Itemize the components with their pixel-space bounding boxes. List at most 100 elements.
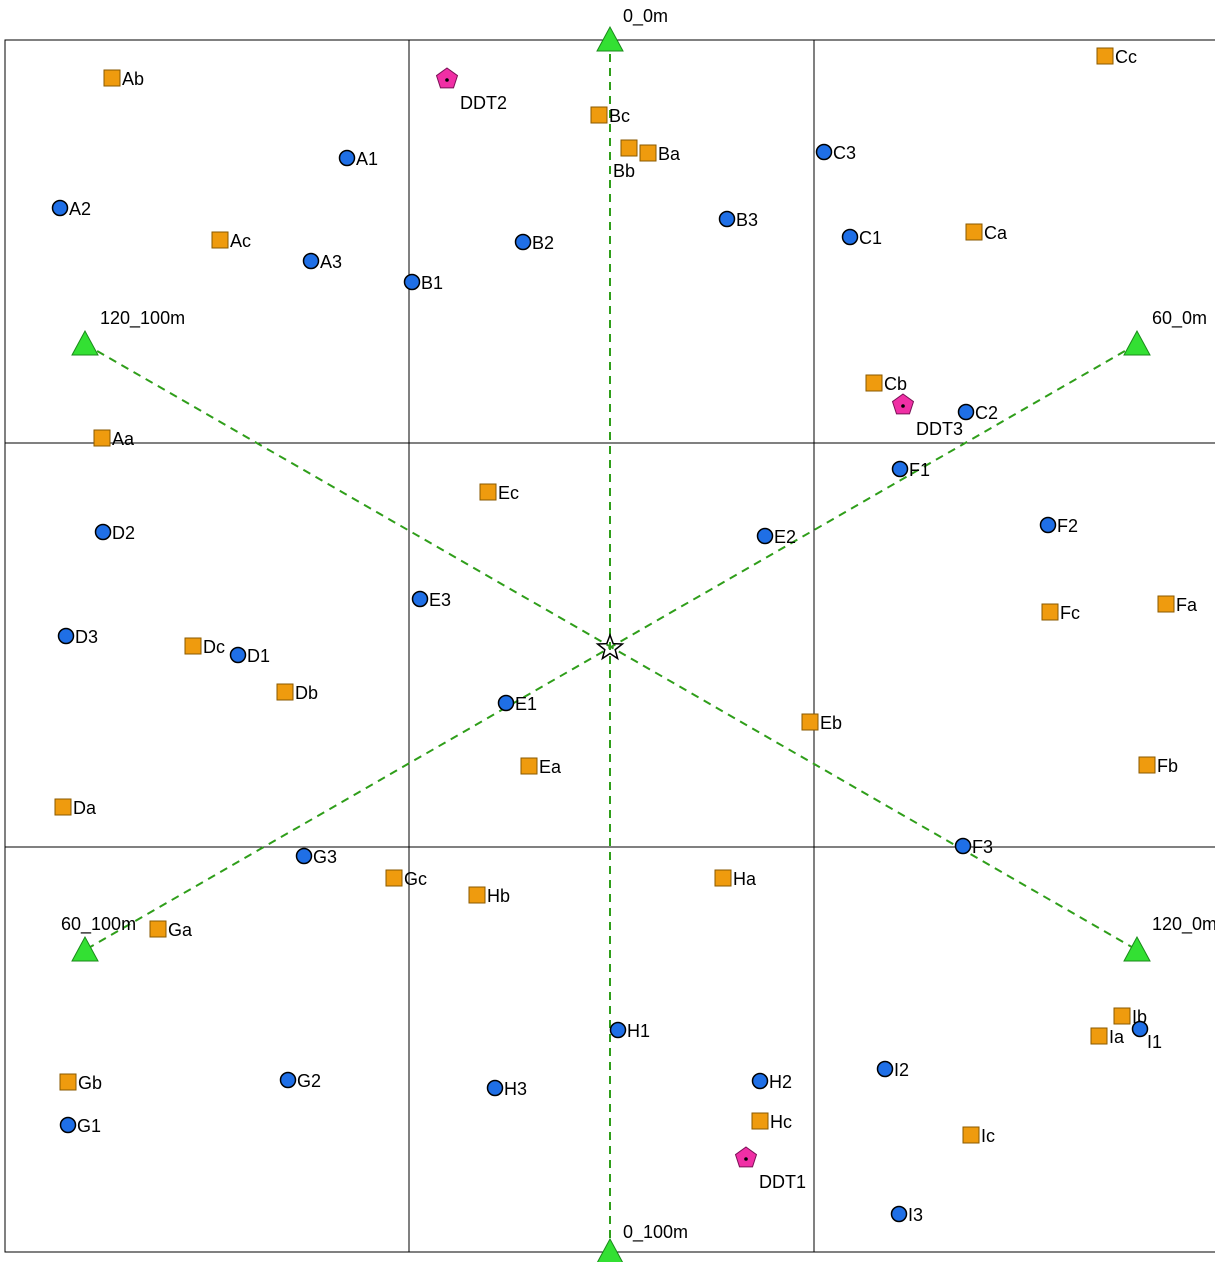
composite-label: Da (73, 798, 97, 818)
transect-end-label: 0_100m (623, 1222, 688, 1243)
composite-square-bb (620, 139, 638, 157)
composite-label: Ba (658, 144, 681, 164)
sample-label: C1 (859, 228, 882, 248)
sample-label: E2 (774, 527, 796, 547)
sample-label: H2 (769, 1072, 792, 1092)
sample-label: G2 (297, 1071, 321, 1091)
sample-circle-c2 (957, 403, 975, 421)
composite-label: Fa (1176, 595, 1198, 615)
sample-circle-d2 (94, 523, 112, 541)
transect-lines (84, 40, 1138, 1252)
sample-circle-f1 (891, 460, 909, 478)
sample-label: F3 (972, 837, 993, 857)
composite-label: Db (295, 683, 318, 703)
ddt-pentagon-ddt2 (435, 67, 459, 89)
sample-label: C3 (833, 143, 856, 163)
transect-end-triangle-60-0m (1123, 329, 1151, 356)
sample-label: H3 (504, 1079, 527, 1099)
composite-square-hb (468, 886, 486, 904)
transect-end-triangle-120-0m (1123, 935, 1151, 962)
transect-end-triangle-0-100m (596, 1237, 624, 1262)
sample-label: F1 (909, 460, 930, 480)
composite-square-fa (1157, 595, 1175, 613)
transect-end-label: 60_100m (61, 914, 136, 935)
sample-label: B2 (532, 233, 554, 253)
sample-label: C2 (975, 403, 998, 423)
sample-label: A1 (356, 149, 378, 169)
sample-label: I2 (894, 1060, 909, 1080)
composite-label: Ia (1109, 1027, 1125, 1047)
composite-square-dc (184, 637, 202, 655)
sample-circle-e1 (497, 694, 515, 712)
sample-circle-e2 (756, 527, 774, 545)
composite-square-ac (211, 231, 229, 249)
composite-square-eb (801, 713, 819, 731)
sample-circle-h2 (751, 1072, 769, 1090)
sample-circle-b1 (403, 273, 421, 291)
composite-square-ga (149, 920, 167, 938)
sample-label: A2 (69, 199, 91, 219)
transect-end-label: 0_0m (623, 6, 668, 27)
composite-label: Dc (203, 637, 225, 657)
sample-circle-i2 (876, 1060, 894, 1078)
composite-square-fc (1041, 603, 1059, 621)
sample-points: A1 A2 A3 B1 B2 B3 C1 C2 C3 D1 D2 D3 E1 E2 E3 F1 F2 F3 G1 G2… (51, 143, 1162, 1225)
transect-end-triangle-0-0m (596, 25, 624, 52)
sample-circle-f3 (954, 837, 972, 855)
sample-circle-i1 (1131, 1020, 1149, 1038)
sample-circle-f2 (1039, 516, 1057, 534)
composite-label: Bb (613, 161, 635, 181)
composite-label: Hb (487, 886, 510, 906)
composite-square-ic (962, 1126, 980, 1144)
sample-circle-d1 (229, 646, 247, 664)
ddt-label: DDT1 (759, 1172, 806, 1192)
composite-square-cc (1096, 47, 1114, 65)
ddt-center-dot (445, 78, 449, 82)
composite-square-bc (590, 106, 608, 124)
sample-circle-g3 (295, 847, 313, 865)
composite-square-aa (93, 429, 111, 447)
composite-square-ab (103, 69, 121, 87)
sample-circle-c1 (841, 228, 859, 246)
center-marker (595, 632, 625, 661)
composite-square-ib (1113, 1007, 1131, 1025)
ddt-pentagon-ddt1 (734, 1146, 758, 1168)
composite-label: Fc (1060, 603, 1080, 623)
star-icon (595, 632, 625, 661)
ddt-center-dot (744, 1157, 748, 1161)
sample-label: A3 (320, 252, 342, 272)
composite-square-fb (1138, 756, 1156, 774)
sample-circle-e3 (411, 590, 429, 608)
composite-square-gb (59, 1073, 77, 1091)
sample-circle-b3 (718, 210, 736, 228)
sample-circle-a1 (338, 149, 356, 167)
composite-label: Bc (609, 106, 630, 126)
composite-square-hc (751, 1112, 769, 1130)
composite-square-ea (520, 757, 538, 775)
transect-end-label: 120_100m (100, 308, 185, 329)
composite-label: Cb (884, 374, 907, 394)
composite-label: Ca (984, 223, 1008, 243)
sample-circle-h3 (486, 1079, 504, 1097)
sample-label: G1 (77, 1116, 101, 1136)
ddt-label: DDT3 (916, 419, 963, 439)
sample-circle-c3 (815, 143, 833, 161)
composite-square-ca (965, 223, 983, 241)
sample-label: D2 (112, 523, 135, 543)
composite-label: Ac (230, 231, 251, 251)
sample-label: B3 (736, 210, 758, 230)
composite-square-ec (479, 483, 497, 501)
sample-label: F2 (1057, 516, 1078, 536)
composite-square-gc (385, 869, 403, 887)
sample-circle-i3 (890, 1205, 908, 1223)
composite-square-db (276, 683, 294, 701)
composite-square-ba (639, 144, 657, 162)
ddt-points: DDT1 DDT2 DDT3 (435, 67, 963, 1192)
composite-label: Ab (122, 69, 144, 89)
composite-label: Ec (498, 483, 519, 503)
sample-label: I1 (1147, 1032, 1162, 1052)
sample-circle-d3 (57, 627, 75, 645)
composite-label: Ga (168, 920, 193, 940)
composite-square-cb (865, 374, 883, 392)
